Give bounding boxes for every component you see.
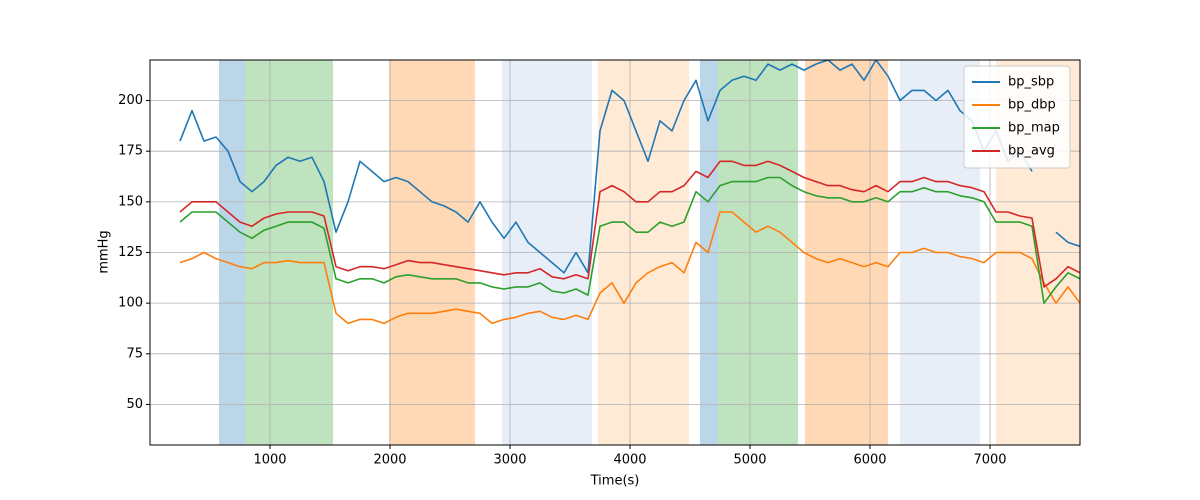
y-tick-label: 150 xyxy=(118,194,143,209)
axes: 1000 2000 3000 4000 5000 6000 7000 50 75 100 125 15… xyxy=(118,59,1081,468)
plot-frame xyxy=(149,59,1081,446)
lines xyxy=(179,60,1080,325)
legend-label: bp_dbp xyxy=(1008,98,1056,113)
series-line xyxy=(179,176,1080,304)
series-line xyxy=(179,160,1080,288)
x-tick-label: 3000 xyxy=(493,453,526,468)
series-line xyxy=(179,211,1080,325)
y-tick-label: 125 xyxy=(118,245,143,260)
y-tick-label: 50 xyxy=(126,397,143,412)
y-tick-label: 100 xyxy=(118,296,143,311)
x-tick-label: 2000 xyxy=(373,453,406,468)
y-tick-label: 75 xyxy=(126,346,143,361)
legend-label: bp_avg xyxy=(1008,144,1055,159)
legend: bp_sbp bp_dbp bp_map bp_avg xyxy=(963,65,1071,169)
y-tick-label: 200 xyxy=(118,93,143,108)
x-tick-label: 4000 xyxy=(613,453,646,468)
legend-label: bp_sbp xyxy=(1008,75,1054,90)
y-axis-label: mmHg xyxy=(97,230,112,273)
x-axis-label: Time(s) xyxy=(590,474,640,489)
series-line xyxy=(179,60,1080,274)
x-tick-label: 1000 xyxy=(253,453,286,468)
x-tick-label: 6000 xyxy=(853,453,886,468)
x-tick-label: 7000 xyxy=(973,453,1006,468)
x-tick-label: 5000 xyxy=(733,453,766,468)
legend-box xyxy=(963,65,1071,169)
y-tick-label: 175 xyxy=(118,144,143,159)
legend-label: bp_map xyxy=(1008,121,1060,136)
